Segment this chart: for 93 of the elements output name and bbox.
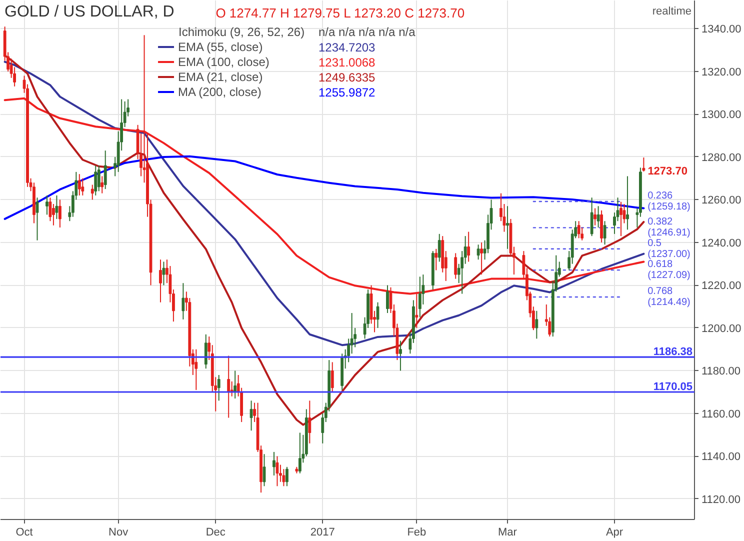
annotation: 1231.0068: [318, 56, 376, 70]
candlestick: [100, 176, 104, 194]
candlestick: [454, 252, 458, 280]
x-tick-label: Dec: [206, 526, 226, 538]
annotation: realtime: [652, 6, 692, 18]
candlestick: [467, 231, 470, 262]
annotation: 0.768(1214.49): [648, 286, 690, 308]
candlestick: [603, 220, 606, 246]
x-tick-label: 2017: [310, 526, 335, 538]
candlestick: [399, 340, 402, 372]
y-tick-label: 1240.00: [702, 237, 742, 250]
candlestick: [308, 400, 312, 444]
x-tick-label: Apr: [606, 526, 624, 538]
annotation: 0.5(1237.00): [648, 238, 690, 260]
candlestick: [476, 244, 480, 260]
candlestick: [182, 282, 185, 320]
candlestick: [376, 302, 380, 328]
annotation: 1255.9872: [318, 86, 376, 100]
candlestick: [286, 466, 288, 487]
annotation: 1234.7203: [318, 40, 376, 54]
candlestick: [97, 165, 100, 192]
chart-subtitle: O 1274.77 H 1279.75 L 1273.20 C 1273.70: [216, 6, 465, 20]
y-tick-label: 1200.00: [702, 322, 742, 335]
candlestick: [204, 334, 208, 370]
candlestick: [642, 157, 646, 172]
legend-label: EMA (100, close): [178, 54, 270, 69]
candlestick: [282, 468, 286, 487]
candlestick: [600, 210, 603, 243]
candlestick: [626, 176, 629, 230]
candlestick: [162, 261, 166, 286]
candlestick: [227, 355, 230, 418]
ref-line-label: 1170.05: [653, 380, 692, 393]
y-tick-label: 1140.00: [702, 451, 740, 464]
annotation: 1249.6335: [318, 70, 376, 84]
candlestick: [590, 197, 594, 237]
candlestick: [276, 456, 279, 487]
annotation: n/a n/a n/a n/a n/a: [318, 25, 416, 39]
candlestick: [194, 348, 198, 390]
y-tick-label: 1260.00: [702, 194, 742, 207]
legend-label: EMA (55, close): [178, 39, 263, 54]
candlestick: [58, 199, 62, 228]
candlestick: [535, 310, 538, 340]
x-tick-label: Feb: [407, 526, 426, 538]
line-series: [4, 155, 645, 220]
x-tick-label: Oct: [16, 526, 33, 538]
candlestick: [159, 259, 162, 303]
y-tick-label: 1340.00: [702, 24, 742, 36]
candlestick: [78, 174, 81, 196]
candlestick: [55, 194, 58, 220]
candlestick: [298, 432, 302, 474]
candlestick: [52, 203, 55, 226]
candlestick: [418, 276, 422, 318]
candlestick: [415, 293, 418, 328]
candlestick: [90, 184, 94, 200]
candlestick: [272, 451, 276, 476]
candlestick: [330, 362, 334, 393]
candlestick: [262, 454, 266, 487]
candlestick: [36, 197, 39, 241]
annotation: 0.382(1246.91): [648, 216, 690, 239]
annotation: 1273.70: [648, 165, 688, 178]
y-tick-label: 1280.00: [702, 152, 742, 164]
x-tick-label: Nov: [108, 526, 129, 538]
candlestick: [506, 206, 509, 250]
annotation: Ichimoku (9, 26, 52, 26): [178, 25, 305, 39]
legend-label: MA (200, close): [178, 84, 262, 99]
legend-label: EMA (21, close): [178, 69, 263, 84]
candlestick: [217, 374, 220, 402]
y-tick-label: 1180.00: [702, 366, 740, 378]
ref-line-label: 1186.38: [653, 346, 692, 358]
line-series: [4, 97, 645, 295]
candlestick: [81, 178, 84, 196]
annotation: 0.618(1227.09): [648, 259, 690, 282]
candlestick: [577, 220, 580, 239]
chart-title: GOLD / US DOLLAR, D: [4, 4, 174, 20]
y-tick-label: 1300.00: [702, 109, 742, 122]
y-tick-label: 1120.00: [702, 494, 740, 506]
candlestick: [94, 165, 98, 196]
annotation: 0.236(1259.18): [648, 190, 690, 212]
y-tick-label: 1220.00: [702, 280, 742, 292]
x-tick-label: Mar: [498, 526, 518, 538]
candlestick: [438, 233, 441, 262]
candlestick: [480, 242, 483, 276]
y-tick-label: 1160.00: [702, 408, 740, 420]
candlestick: [594, 208, 596, 226]
candlestick: [596, 206, 600, 228]
candlestick: [46, 194, 48, 216]
candlestick: [620, 201, 622, 237]
candlestick: [386, 284, 389, 314]
y-tick-label: 1320.00: [702, 66, 742, 78]
candlestick: [48, 197, 52, 222]
candlestick: [434, 248, 438, 271]
candlestick: [250, 400, 253, 432]
candlestick: [104, 150, 107, 190]
